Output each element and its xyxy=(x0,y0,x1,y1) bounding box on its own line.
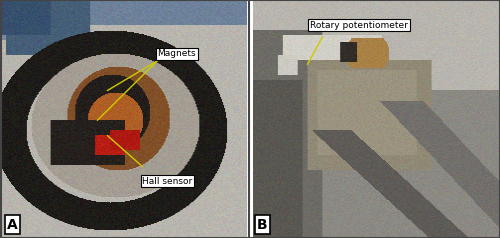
Text: A: A xyxy=(7,218,18,232)
Text: B: B xyxy=(257,218,268,232)
Text: Rotary potentiometer: Rotary potentiometer xyxy=(310,21,408,30)
Text: Magnets: Magnets xyxy=(158,49,196,58)
Text: Hall sensor: Hall sensor xyxy=(142,177,193,186)
